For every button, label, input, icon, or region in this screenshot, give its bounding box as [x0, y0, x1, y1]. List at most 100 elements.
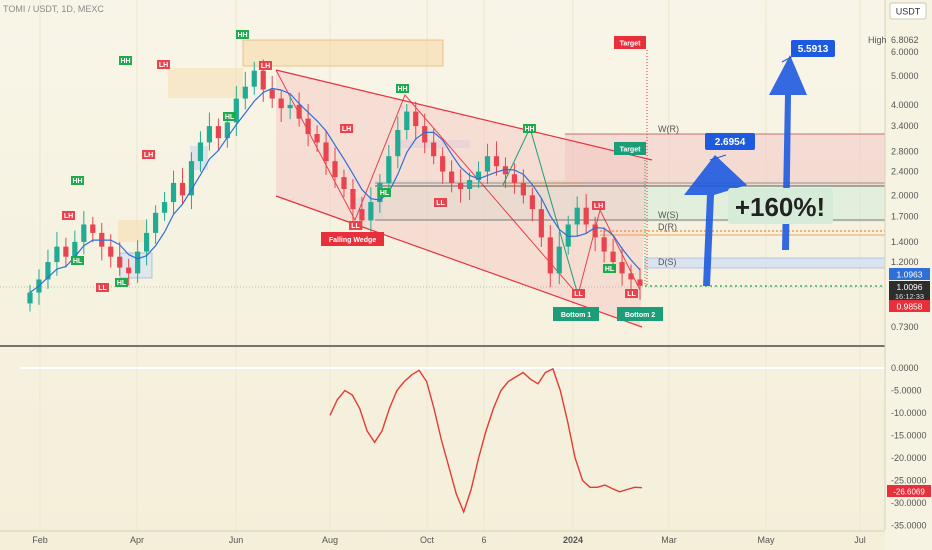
svg-text:USDT: USDT: [896, 7, 921, 17]
osc-tick-label: -25.0000: [891, 476, 927, 486]
price-tick-label: 2.0000: [891, 190, 919, 200]
candle-body: [242, 86, 248, 99]
price-tick-label: 5.0000: [891, 71, 919, 81]
osc-tick-label: 0.0000: [891, 363, 919, 373]
price-tick-label: 0.7300: [891, 322, 919, 332]
candle-body: [449, 171, 455, 183]
candle-body: [278, 98, 284, 109]
svg-text:6.8062: 6.8062: [891, 35, 919, 45]
svg-text:0.9858: 0.9858: [897, 302, 923, 312]
svg-text:HL: HL: [73, 258, 83, 265]
candle-body: [233, 98, 239, 123]
candle-body: [179, 182, 186, 196]
svg-text:LL: LL: [574, 291, 583, 298]
time-tick-label: Jun: [229, 535, 244, 545]
currency-button[interactable]: USDT: [889, 2, 927, 20]
candle-body: [538, 209, 544, 238]
candle-body: [601, 237, 607, 252]
candle-body: [117, 256, 123, 268]
candle-body: [440, 156, 446, 172]
svg-text:Target: Target: [620, 41, 642, 48]
svg-text:LL: LL: [627, 291, 636, 298]
svg-text:HL: HL: [225, 114, 235, 121]
time-tick-label: Mar: [661, 535, 677, 545]
candle-body: [386, 156, 392, 183]
candle-body: [206, 126, 213, 143]
svg-text:Bottom 2: Bottom 2: [625, 312, 655, 319]
svg-text:HH: HH: [524, 126, 534, 133]
svg-text:LL: LL: [436, 200, 445, 207]
price-badge-current: 1.0096 16:12:33: [889, 281, 930, 301]
time-tick-label: Feb: [32, 535, 48, 545]
candle-body: [72, 241, 78, 257]
svg-text:LL: LL: [351, 223, 360, 230]
candle-body: [332, 161, 338, 178]
candle-body: [475, 171, 482, 180]
projection-badge-1: 2.6954: [705, 133, 755, 150]
candle-body: [529, 195, 535, 210]
high-marker: High 6.8062: [868, 35, 919, 45]
price-tick-label: 1.4000: [891, 237, 919, 247]
price-tick-label: 1.2000: [891, 257, 919, 267]
candle-body: [305, 118, 311, 135]
candle-body: [161, 202, 168, 213]
oscillator-axis: 0.0000 -5.0000 -10.0000 -15.0000 -20.0000 -25…: [891, 363, 927, 531]
candle-body: [269, 89, 275, 99]
wr-label: W(R): [658, 124, 679, 134]
candle-body: [296, 104, 302, 119]
dr-label: D(R): [658, 222, 677, 232]
candle-body: [547, 237, 553, 274]
candle-body: [81, 224, 87, 242]
candle-body: [404, 111, 410, 131]
candle-body: [224, 122, 230, 139]
falling-wedge-label: Falling Wedge: [321, 232, 384, 246]
svg-text:-26.6069: -26.6069: [893, 488, 925, 497]
candle-body: [126, 267, 132, 274]
svg-text:+160%!: +160%!: [735, 192, 825, 222]
bottom-1-label: Bottom 1: [553, 307, 599, 321]
candle-body: [63, 246, 69, 257]
price-tick-label: 1.7000: [891, 212, 919, 222]
price-badge-red: 0.9858: [889, 300, 930, 312]
time-tick-label: Jul: [854, 535, 866, 545]
candle-body: [637, 279, 643, 286]
candles: [27, 59, 643, 312]
candle-body: [215, 126, 221, 139]
oscillator-line: [329, 367, 643, 515]
candle-body: [152, 212, 159, 233]
price-tick-label: 2.8000: [891, 146, 919, 156]
svg-text:HL: HL: [605, 266, 615, 273]
svg-text:HH: HH: [72, 178, 82, 185]
time-tick-label: 2024: [563, 535, 583, 545]
candle-body: [511, 174, 518, 183]
candle-body: [341, 177, 347, 190]
candle-body: [502, 166, 509, 175]
ws-label: W(S): [658, 210, 679, 220]
osc-tick-label: -20.0000: [891, 453, 927, 463]
osc-badge: -26.6069: [887, 485, 931, 497]
target-tag-1: Target: [614, 36, 646, 49]
svg-text:LH: LH: [144, 152, 153, 159]
moving-average-line: [29, 87, 641, 293]
candle-body: [45, 262, 51, 280]
candle-body: [565, 224, 571, 247]
candle-body: [359, 209, 365, 221]
candle-body: [251, 70, 257, 87]
candle-body: [135, 251, 141, 274]
candle-body: [422, 126, 428, 143]
svg-text:HH: HH: [120, 58, 130, 65]
candle-body: [466, 179, 473, 190]
svg-text:1.0963: 1.0963: [897, 270, 923, 280]
svg-text:Falling Wedge: Falling Wedge: [329, 237, 376, 244]
candle-body: [323, 142, 329, 162]
candle-body: [395, 130, 401, 157]
svg-text:High: High: [868, 35, 887, 45]
price-tick-label: 4.0000: [891, 100, 919, 110]
candle-body: [368, 202, 374, 221]
candle-body: [144, 232, 150, 252]
time-axis: Feb Apr Jun Aug Oct 6 2024 Mar May Jul: [32, 535, 866, 545]
target-tag-2: Target: [614, 142, 646, 155]
candle-body: [350, 189, 356, 210]
